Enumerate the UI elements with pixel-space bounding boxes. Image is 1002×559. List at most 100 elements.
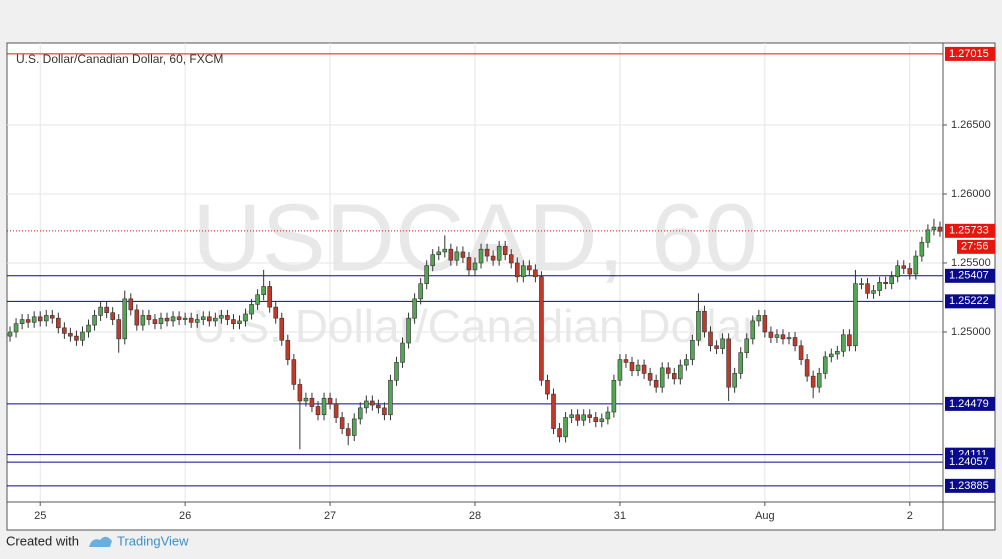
candle-body	[502, 246, 508, 255]
levels	[7, 53, 943, 487]
candle-body	[92, 315, 97, 326]
candle-body	[164, 317, 170, 322]
candle-body	[249, 304, 254, 315]
candles	[7, 218, 943, 450]
candle-body	[104, 306, 109, 313]
x-tick-label: 28	[469, 510, 481, 522]
y-tick-label: 1.25500	[951, 257, 991, 269]
candle-body	[623, 359, 629, 363]
candle-body	[514, 262, 520, 278]
candle-body	[853, 283, 858, 347]
candle-body	[569, 414, 574, 418]
candle-body	[68, 333, 73, 337]
candle-body	[13, 323, 19, 333]
candle-body	[98, 306, 103, 316]
candle-body	[659, 367, 665, 388]
last-price-label: 1.25733	[949, 225, 989, 237]
level-label: 1.27015	[949, 48, 989, 60]
candle-body	[720, 338, 725, 349]
candle-body	[671, 373, 677, 380]
candle-body	[533, 269, 538, 278]
candle-body	[442, 248, 448, 253]
candle-body	[49, 315, 55, 319]
x-tick-label: 26	[179, 510, 191, 522]
candle-body	[539, 276, 544, 381]
candle-body	[200, 316, 206, 320]
level-label-box	[945, 46, 995, 61]
candle-body	[822, 356, 828, 374]
candle-body	[333, 403, 339, 418]
candle-body	[617, 359, 623, 381]
candle-body	[219, 315, 224, 319]
candle-body	[122, 298, 128, 340]
candle-body	[714, 345, 719, 349]
candle-body	[750, 320, 756, 340]
footer-brand[interactable]: TradingView	[117, 533, 189, 548]
candle-body	[545, 379, 550, 395]
candle-body	[678, 364, 683, 380]
last-price-box	[945, 223, 995, 238]
tradingview-logo	[89, 536, 112, 547]
candle-body	[231, 319, 236, 324]
candle-body	[738, 352, 743, 374]
candle-body	[466, 257, 472, 271]
candle-body	[871, 290, 876, 294]
candle-body	[339, 417, 345, 429]
candle-body	[460, 251, 466, 258]
candle-body	[810, 375, 816, 388]
level-label-box	[945, 455, 995, 470]
candle-body	[140, 315, 146, 326]
candle-body	[696, 310, 701, 341]
candle-body	[895, 265, 901, 278]
candle-body	[255, 294, 260, 305]
candle-body	[207, 316, 212, 322]
candle-body	[641, 364, 647, 374]
candle-body	[563, 417, 568, 438]
candle-body	[237, 320, 242, 324]
candle-body	[835, 351, 840, 355]
candle-body	[412, 298, 417, 319]
candle-body	[285, 339, 291, 360]
candle-body	[587, 414, 593, 418]
candle-body	[605, 411, 611, 420]
candle-body	[708, 331, 713, 347]
candle-body	[267, 286, 272, 308]
candle-body	[913, 255, 919, 275]
candle-body	[382, 407, 387, 416]
candle-body	[877, 281, 882, 291]
candle-body	[907, 268, 913, 275]
candle-body	[702, 310, 707, 333]
candle-body	[828, 353, 834, 358]
candle-body	[841, 334, 846, 352]
candle-body	[86, 324, 91, 333]
chart-title: U.S. Dollar/Canadian Dollar, 60, FXCM	[16, 52, 223, 66]
logo-cloud	[89, 536, 112, 547]
candle-body	[273, 306, 279, 319]
candle-body	[653, 379, 659, 388]
candle-body	[756, 315, 762, 322]
candle-body	[37, 316, 43, 322]
y-tick-label: 1.25000	[951, 326, 991, 338]
candle-body	[635, 364, 641, 371]
candle-body	[490, 255, 496, 261]
candle-body	[351, 418, 357, 436]
candle-body	[521, 265, 526, 278]
candle-body	[889, 276, 894, 284]
candle-body	[647, 373, 653, 381]
candle-body	[847, 334, 852, 347]
candle-body	[593, 417, 599, 422]
candle-body	[901, 265, 907, 269]
candle-body	[261, 286, 266, 296]
candle-body	[170, 316, 176, 322]
candle-body	[611, 379, 617, 413]
candle-body	[364, 400, 369, 409]
candle-body	[225, 315, 230, 320]
candle-body	[780, 334, 786, 340]
candle-body	[448, 248, 454, 261]
candle-body	[762, 315, 768, 333]
candle-body	[19, 319, 25, 324]
candle-body	[376, 404, 381, 409]
candle-body	[496, 246, 502, 261]
level-label-box	[945, 294, 995, 309]
candle-body	[394, 362, 399, 381]
